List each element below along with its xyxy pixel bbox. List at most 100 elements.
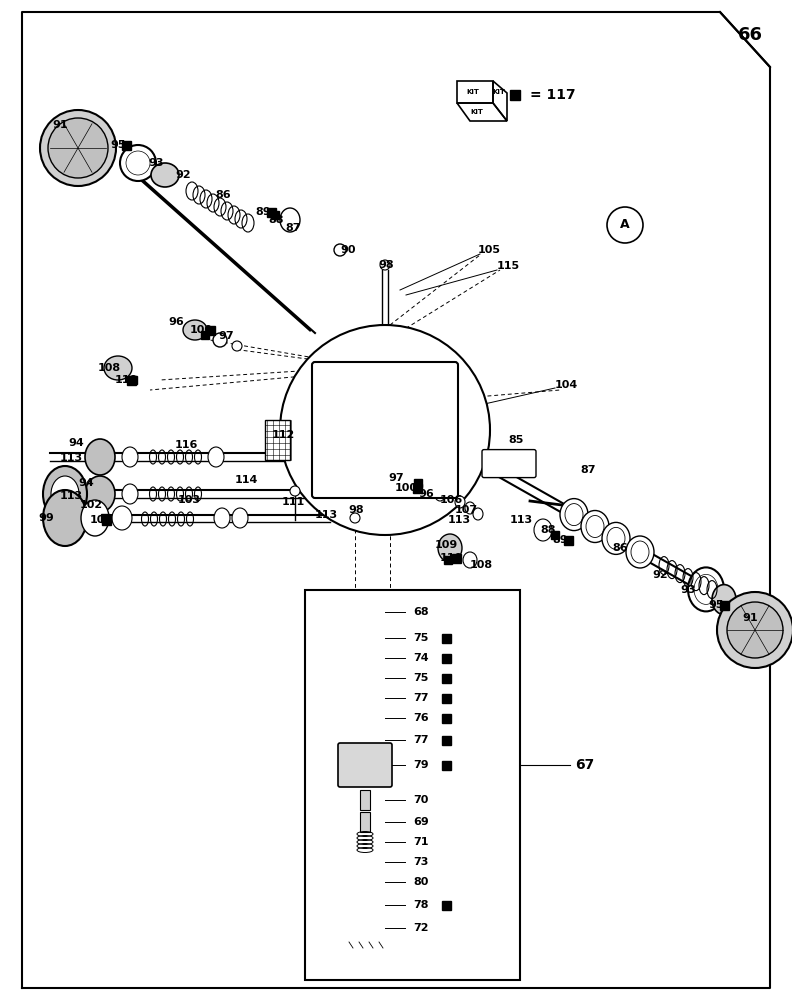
Bar bbox=[719, 600, 729, 609]
Ellipse shape bbox=[602, 522, 630, 554]
Text: 92: 92 bbox=[175, 170, 191, 180]
Ellipse shape bbox=[214, 508, 230, 528]
Text: 98: 98 bbox=[348, 505, 364, 515]
Ellipse shape bbox=[378, 478, 392, 492]
Ellipse shape bbox=[415, 481, 425, 493]
Bar bbox=[413, 484, 421, 492]
Text: 78: 78 bbox=[413, 900, 428, 910]
Ellipse shape bbox=[581, 510, 609, 542]
Ellipse shape bbox=[360, 415, 410, 465]
Ellipse shape bbox=[126, 151, 150, 175]
FancyBboxPatch shape bbox=[338, 743, 392, 787]
Text: 76: 76 bbox=[413, 713, 428, 723]
Bar bbox=[441, 760, 451, 770]
Ellipse shape bbox=[323, 423, 337, 437]
Text: 102: 102 bbox=[80, 500, 103, 510]
Ellipse shape bbox=[350, 708, 380, 728]
Text: 87: 87 bbox=[285, 223, 300, 233]
Text: 97: 97 bbox=[218, 331, 234, 341]
Bar bbox=[444, 556, 452, 564]
Text: 91: 91 bbox=[52, 120, 67, 130]
Text: 113: 113 bbox=[60, 453, 83, 463]
Text: KIT: KIT bbox=[470, 109, 483, 115]
Text: 115: 115 bbox=[497, 261, 520, 271]
Ellipse shape bbox=[355, 898, 375, 912]
Ellipse shape bbox=[350, 648, 380, 668]
Text: 80: 80 bbox=[413, 877, 428, 887]
Ellipse shape bbox=[560, 499, 588, 531]
Ellipse shape bbox=[151, 163, 179, 187]
Text: 107: 107 bbox=[455, 505, 478, 515]
Ellipse shape bbox=[400, 425, 440, 465]
Ellipse shape bbox=[348, 850, 382, 874]
Ellipse shape bbox=[355, 733, 375, 747]
Text: 66: 66 bbox=[737, 26, 763, 44]
Bar bbox=[129, 376, 137, 384]
Bar bbox=[441, 654, 451, 662]
Ellipse shape bbox=[694, 574, 718, 604]
Text: 113: 113 bbox=[510, 515, 533, 525]
Ellipse shape bbox=[349, 914, 381, 942]
Ellipse shape bbox=[380, 260, 390, 270]
Bar bbox=[451, 554, 460, 562]
Text: 75: 75 bbox=[413, 633, 428, 643]
Bar bbox=[265, 420, 290, 460]
Ellipse shape bbox=[351, 600, 379, 624]
Text: 75: 75 bbox=[413, 673, 428, 683]
Ellipse shape bbox=[688, 567, 724, 611]
Text: 96: 96 bbox=[168, 317, 184, 327]
Text: 90: 90 bbox=[340, 245, 356, 255]
Ellipse shape bbox=[350, 668, 380, 688]
Ellipse shape bbox=[378, 368, 392, 382]
Text: 91: 91 bbox=[742, 613, 758, 623]
Ellipse shape bbox=[350, 688, 380, 708]
Text: 68: 68 bbox=[413, 607, 428, 617]
Ellipse shape bbox=[351, 745, 379, 765]
Text: 108: 108 bbox=[470, 560, 493, 570]
Ellipse shape bbox=[355, 711, 375, 725]
Text: 89: 89 bbox=[255, 207, 271, 217]
Ellipse shape bbox=[350, 513, 360, 523]
Ellipse shape bbox=[355, 631, 375, 645]
Bar bbox=[441, 634, 451, 643]
Text: 114: 114 bbox=[235, 475, 258, 485]
Text: 85: 85 bbox=[508, 435, 524, 445]
Text: 110: 110 bbox=[440, 553, 463, 563]
Ellipse shape bbox=[43, 490, 87, 546]
Ellipse shape bbox=[51, 476, 79, 512]
Ellipse shape bbox=[350, 628, 380, 648]
Text: 73: 73 bbox=[413, 857, 428, 867]
Text: 95: 95 bbox=[708, 600, 724, 610]
Bar bbox=[360, 790, 370, 810]
Text: 94: 94 bbox=[78, 478, 93, 488]
Text: 93: 93 bbox=[148, 158, 163, 168]
Text: 94: 94 bbox=[68, 438, 84, 448]
Text: 106: 106 bbox=[440, 495, 463, 505]
Bar bbox=[441, 674, 451, 682]
Text: 77: 77 bbox=[413, 735, 428, 745]
Text: 109: 109 bbox=[435, 540, 459, 550]
Bar bbox=[305, 590, 520, 980]
Text: 112: 112 bbox=[272, 430, 295, 440]
Text: 69: 69 bbox=[413, 817, 428, 827]
Ellipse shape bbox=[433, 423, 447, 437]
Ellipse shape bbox=[491, 456, 507, 472]
Bar bbox=[551, 531, 559, 539]
Text: 86: 86 bbox=[215, 190, 230, 200]
Ellipse shape bbox=[631, 541, 649, 563]
Text: KIT: KIT bbox=[493, 89, 505, 95]
Text: 100: 100 bbox=[395, 483, 418, 493]
Text: 95: 95 bbox=[110, 140, 125, 150]
Ellipse shape bbox=[473, 508, 483, 520]
Text: 96: 96 bbox=[418, 489, 434, 499]
Ellipse shape bbox=[565, 504, 583, 526]
Text: 70: 70 bbox=[413, 795, 428, 805]
Ellipse shape bbox=[534, 519, 552, 541]
Ellipse shape bbox=[355, 691, 375, 705]
Text: = 117: = 117 bbox=[530, 88, 576, 102]
Text: 116: 116 bbox=[175, 440, 198, 450]
Text: 79: 79 bbox=[413, 760, 428, 770]
Ellipse shape bbox=[355, 671, 375, 685]
Ellipse shape bbox=[85, 476, 115, 512]
Ellipse shape bbox=[48, 118, 108, 178]
